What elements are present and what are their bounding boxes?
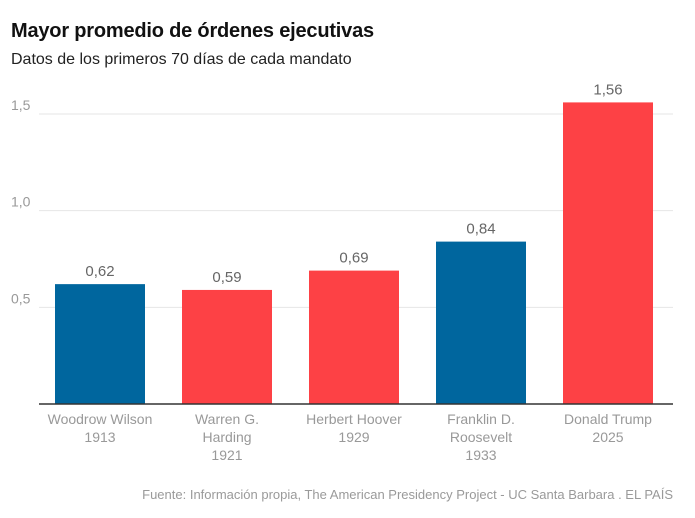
bar-value-label: 0,59	[212, 269, 241, 286]
chart-title: Mayor promedio de órdenes ejecutivas	[11, 20, 374, 42]
bar	[563, 102, 653, 404]
bar-value-label: 0,62	[85, 263, 114, 280]
bars	[55, 102, 653, 404]
bar	[55, 284, 145, 404]
bar	[309, 270, 399, 404]
y-tick-label: 1,0	[11, 194, 31, 210]
x-tick-label: Warren G. Harding 1921	[195, 411, 259, 463]
x-tick-label: Woodrow Wilson 1913	[48, 411, 153, 445]
x-tick-label: Donald Trump 2025	[564, 411, 652, 445]
y-tick-label: 0,5	[11, 290, 31, 306]
bar-value-label: 0,69	[339, 250, 368, 267]
chart-subtitle: Datos de los primeros 70 días de cada ma…	[11, 51, 352, 68]
source-note: Fuente: Información propia, The American…	[142, 487, 673, 502]
y-tick-label: 1,5	[11, 97, 31, 113]
x-axis-labels: Woodrow Wilson 1913 Warren G. Harding 1921 He…	[48, 411, 653, 463]
x-tick-label: Franklin D. Roosevelt 1933	[447, 411, 515, 463]
bar-value-label: 1,56	[593, 81, 622, 98]
x-tick-label: Herbert Hoover 1929	[306, 411, 402, 445]
data-labels: 0,62 0,59 0,69 0,84 1,56	[85, 81, 622, 286]
bar	[182, 289, 272, 404]
bar	[436, 241, 526, 404]
bar-value-label: 0,84	[466, 221, 495, 238]
